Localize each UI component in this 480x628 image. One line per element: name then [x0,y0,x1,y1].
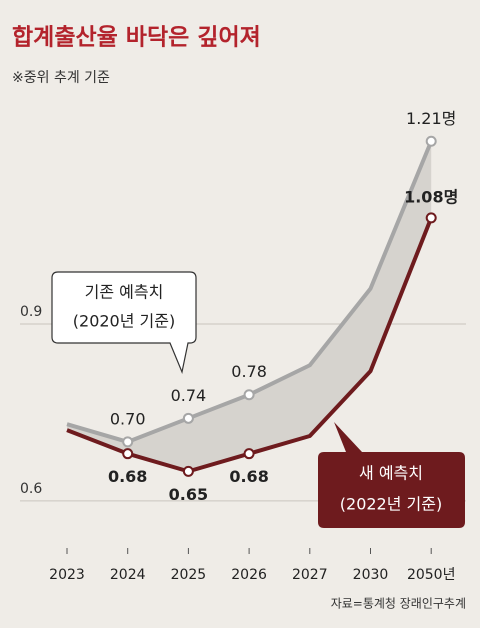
point [182,465,194,477]
value-label: 0.70 [110,409,146,428]
point [425,135,437,147]
legend-basis: (2022년 기준) [340,495,442,514]
value-label: 0.78 [231,362,267,381]
point [122,448,134,460]
source: 자료=통계청 장래인구추계 [331,597,466,611]
value-label: 0.74 [171,386,207,405]
callout-box [318,422,465,528]
y-tick-label: 0.9 [20,304,42,320]
value-label: 1.08명 [404,187,458,206]
y-tick-label: 0.6 [20,481,42,497]
point [182,412,194,424]
value-label: 0.68 [229,467,268,486]
x-tick-label: 2023 [49,567,85,583]
x-tick-label: 2026 [231,567,267,583]
value-label: 0.68 [108,467,147,486]
band-fill [67,141,432,472]
x-tick-label: 2027 [292,567,328,583]
x-tick-label: 2030 [353,567,389,583]
callout-box [51,271,197,375]
chart-title: 합계출산율 바닥은 깊어져 [12,25,261,51]
value-label: 1.21명 [406,109,456,128]
legend-basis: (2020년 기준) [73,312,175,331]
chart-subtitle: ※중위 추계 기준 [12,70,110,86]
point [243,389,255,401]
x-tick-label: 2025 [171,567,207,583]
value-label: 0.65 [169,485,208,504]
x-tick-label: 2024 [110,567,146,583]
point [122,436,134,448]
point [425,212,437,224]
legend-label: 기존 예측치 [85,283,164,302]
x-tick-label: 2050년 [407,567,456,583]
point [243,448,255,460]
legend-label: 새 예측치 [359,464,423,483]
